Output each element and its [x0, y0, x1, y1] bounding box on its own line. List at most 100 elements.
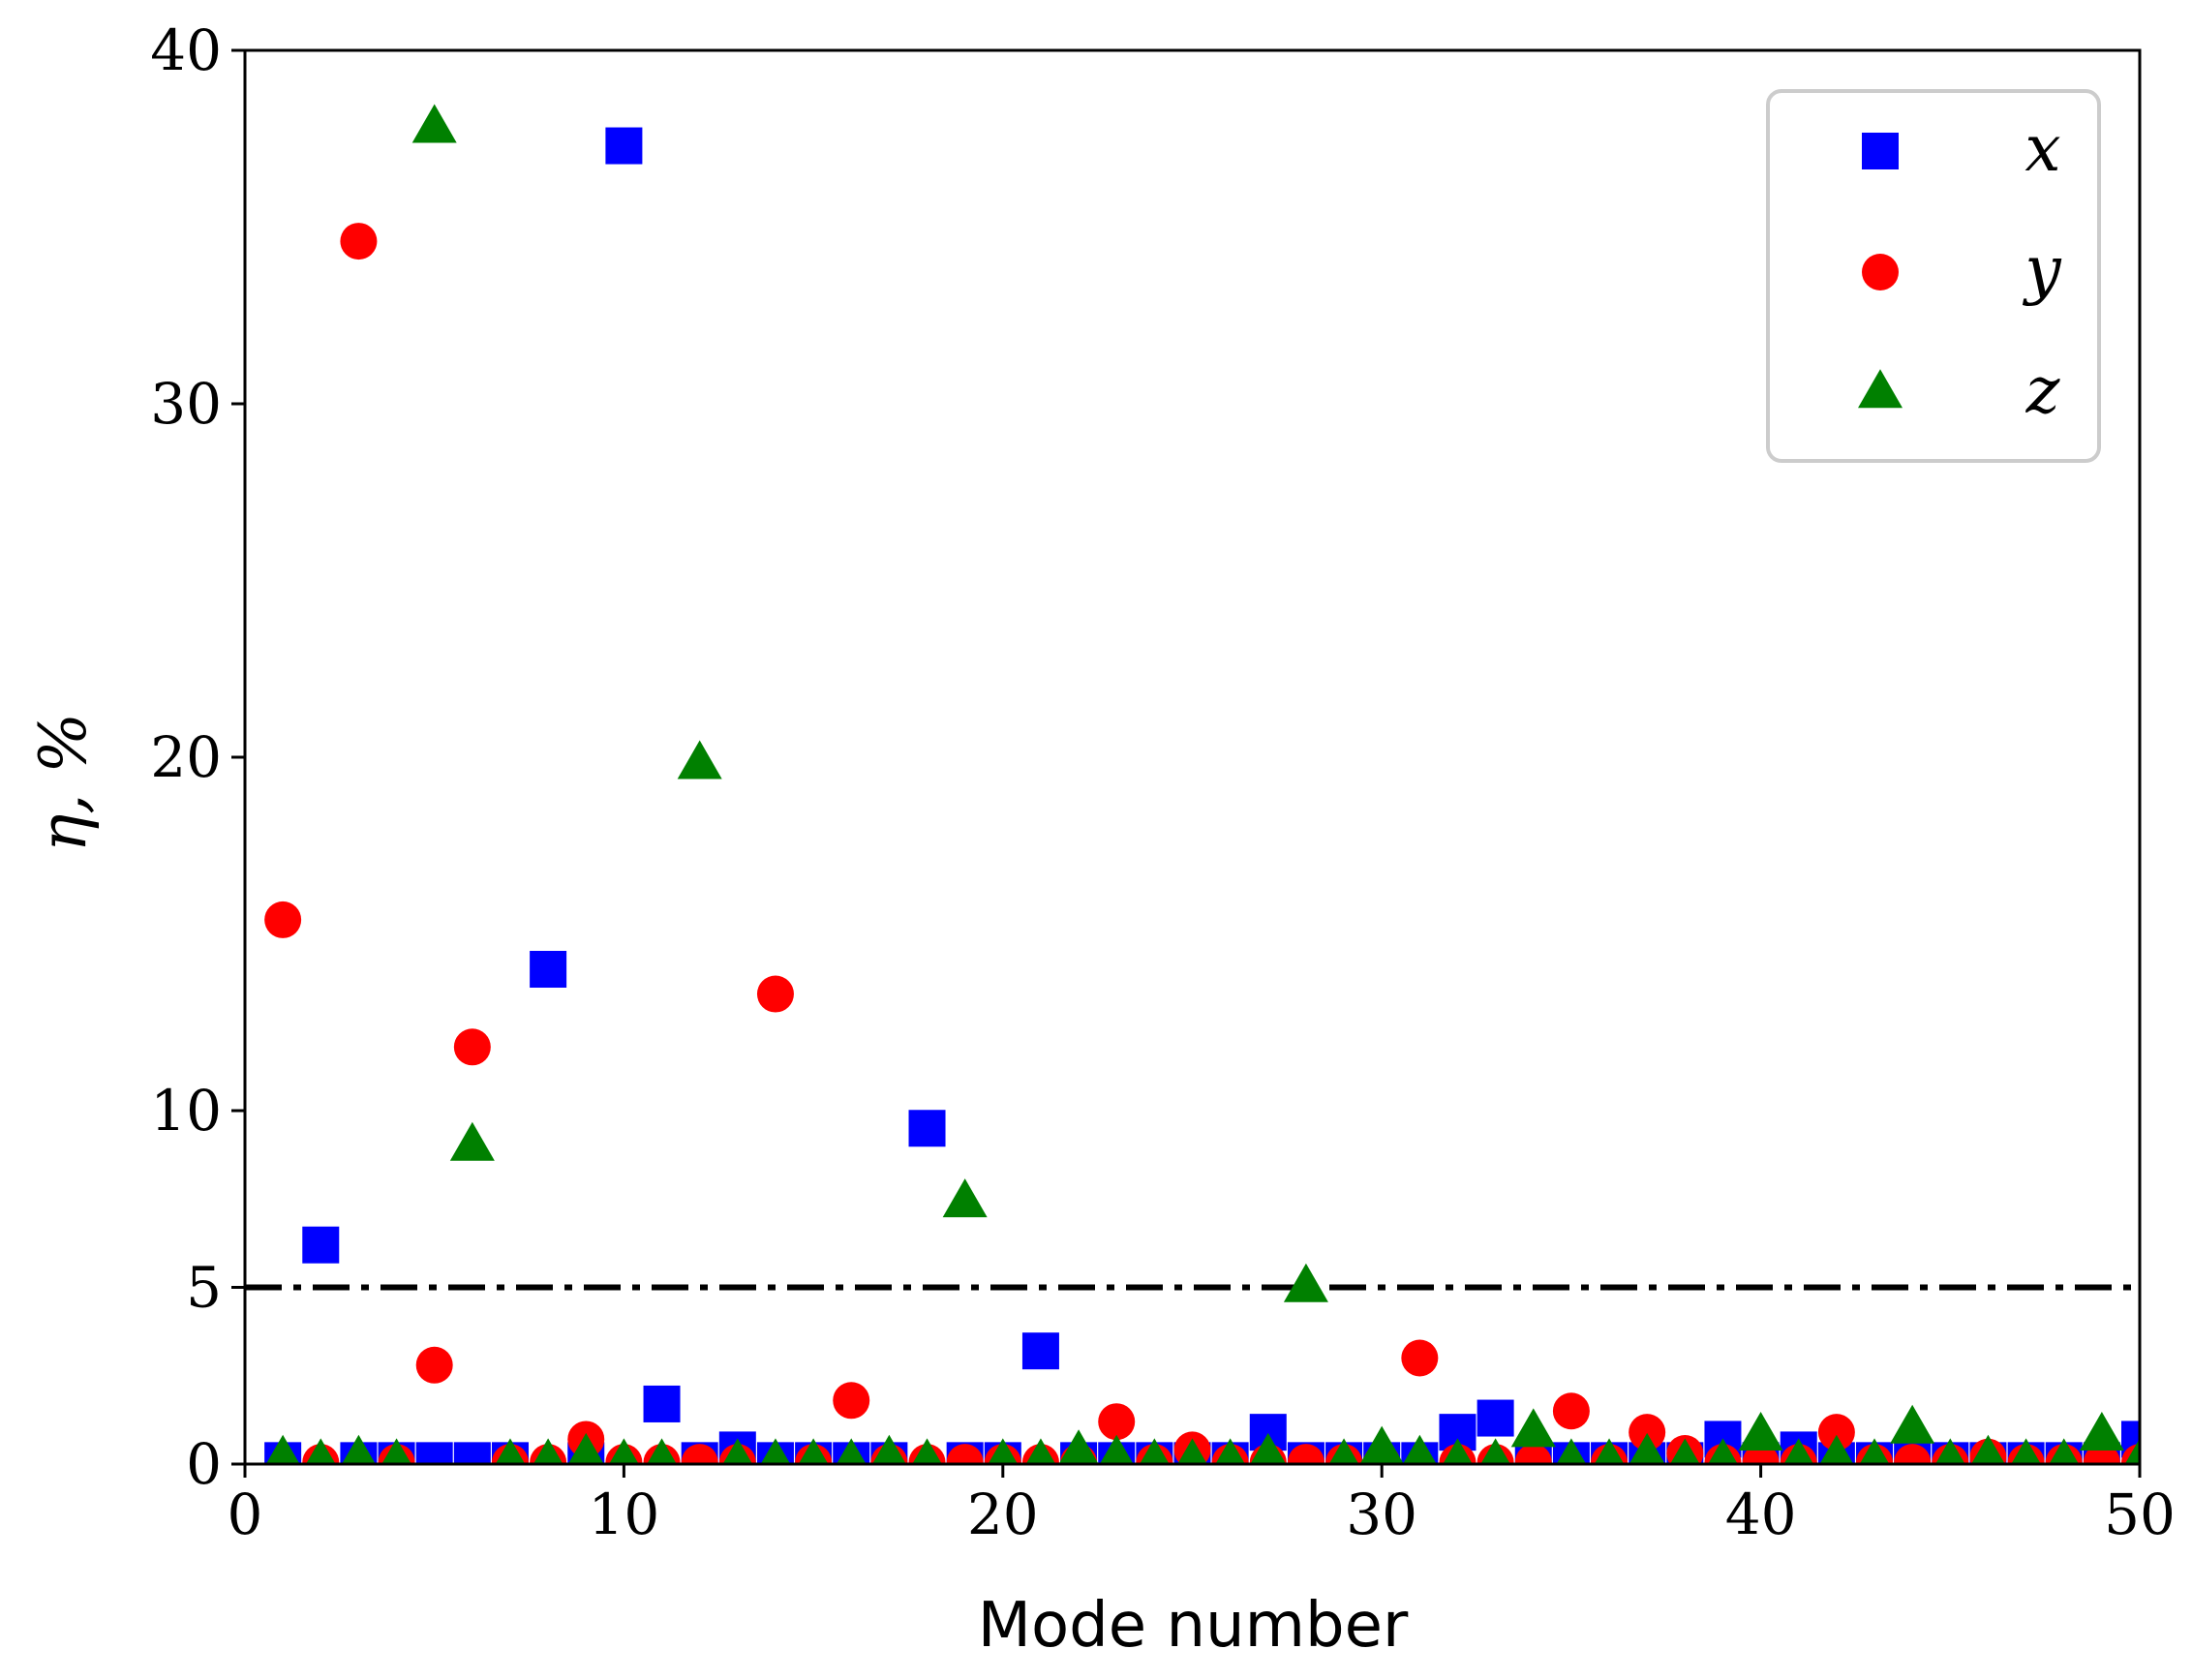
y-tick-label: 0: [186, 1431, 222, 1497]
point-z: [1971, 1434, 2005, 1464]
legend-marker-z: [1858, 369, 1903, 409]
point-x: [415, 1442, 453, 1464]
x-tick-label: 50: [2104, 1481, 2176, 1547]
point-z: [1819, 1434, 1854, 1464]
legend-marker-y: [1862, 254, 1899, 290]
point-x: [643, 1385, 681, 1422]
point-z: [1025, 1438, 1056, 1464]
point-z: [722, 1438, 753, 1464]
point-z: [449, 1121, 495, 1161]
point-z: [411, 104, 457, 143]
point-z: [1140, 1438, 1170, 1464]
point-z: [1480, 1438, 1510, 1464]
point-y: [264, 901, 302, 938]
legend-marker-x: [1862, 133, 1899, 169]
point-z: [1283, 1263, 1328, 1302]
point-x: [1477, 1399, 1514, 1437]
point-z: [342, 1434, 376, 1464]
point-y: [1552, 1392, 1590, 1430]
point-y: [681, 1444, 718, 1464]
point-z: [942, 1178, 988, 1218]
point-y: [415, 1346, 453, 1384]
x-tick-label: 20: [967, 1481, 1039, 1547]
point-y: [1894, 1444, 1932, 1464]
point-z: [1215, 1438, 1245, 1464]
point-z: [567, 1432, 604, 1464]
point-z: [1443, 1438, 1473, 1464]
point-z: [2011, 1438, 2041, 1464]
point-z: [760, 1438, 791, 1464]
point-z: [1328, 1438, 1359, 1464]
point-z: [1359, 1425, 1404, 1464]
point-z: [495, 1438, 526, 1464]
point-z: [1402, 1434, 1437, 1464]
point-z: [2049, 1438, 2080, 1464]
legend-label-y: y: [2022, 232, 2061, 307]
point-y: [1817, 1414, 1855, 1451]
point-z: [1629, 1432, 1665, 1464]
y-tick-label: 10: [150, 1078, 222, 1144]
point-y: [1098, 1403, 1136, 1441]
point-y: [453, 1028, 491, 1066]
point-z: [1783, 1438, 1814, 1464]
point-x: [605, 127, 643, 165]
x-tick-label: 30: [1346, 1481, 1417, 1547]
x-tick-label: 10: [588, 1481, 659, 1547]
point-z: [1510, 1408, 1556, 1448]
x-axis-title: Mode number: [978, 1590, 1409, 1662]
y-axis-title: η, %: [26, 713, 101, 852]
point-y: [1287, 1444, 1324, 1464]
point-y: [833, 1382, 870, 1420]
legend-label-x: x: [2025, 111, 2060, 186]
point-z: [609, 1438, 639, 1464]
point-z: [2124, 1438, 2140, 1464]
x-tick-label: 40: [1725, 1481, 1797, 1547]
y-tick-label: 30: [150, 371, 222, 437]
point-x: [908, 1110, 946, 1147]
point-z: [533, 1438, 563, 1464]
point-z: [798, 1438, 829, 1464]
legend-label-z: z: [2025, 353, 2061, 428]
point-z: [1708, 1438, 1738, 1464]
point-z: [912, 1438, 942, 1464]
point-z: [1556, 1438, 1587, 1464]
point-z: [1594, 1438, 1625, 1464]
data-points: [245, 104, 2140, 1464]
point-z: [305, 1438, 336, 1464]
point-y: [756, 975, 794, 1013]
point-x: [530, 951, 567, 988]
point-z: [647, 1438, 677, 1464]
y-axis: 0 5 10 20 30 40: [150, 17, 245, 1497]
point-z: [1934, 1438, 1965, 1464]
point-z: [677, 740, 722, 779]
x-tick-label: 0: [228, 1481, 263, 1547]
y-tick-label: 20: [150, 724, 222, 790]
point-y: [1401, 1339, 1439, 1377]
point-y: [1514, 1444, 1552, 1464]
point-z: [1738, 1412, 1783, 1451]
point-z: [265, 1434, 300, 1464]
point-z: [381, 1438, 411, 1464]
legend: xyz: [1766, 89, 2101, 463]
point-z: [2079, 1412, 2124, 1451]
point-z: [1099, 1434, 1134, 1464]
legend-box: [1766, 89, 2101, 463]
point-z: [1670, 1438, 1700, 1464]
point-x: [1021, 1332, 1059, 1370]
point-y: [946, 1444, 984, 1464]
point-z: [871, 1434, 906, 1464]
point-x: [302, 1226, 340, 1264]
y-tick-label: 5: [186, 1255, 222, 1321]
point-x: [453, 1442, 491, 1464]
point-z: [1058, 1429, 1099, 1464]
point-z: [1250, 1432, 1287, 1464]
point-z: [1177, 1438, 1207, 1464]
x-axis: 0 10 20 30 40 50: [228, 1464, 2176, 1547]
point-z: [1859, 1438, 1890, 1464]
y-tick-label: 40: [150, 17, 222, 83]
point-z: [836, 1438, 867, 1464]
point-z: [988, 1438, 1019, 1464]
point-y: [1629, 1414, 1666, 1451]
point-y: [340, 223, 378, 260]
